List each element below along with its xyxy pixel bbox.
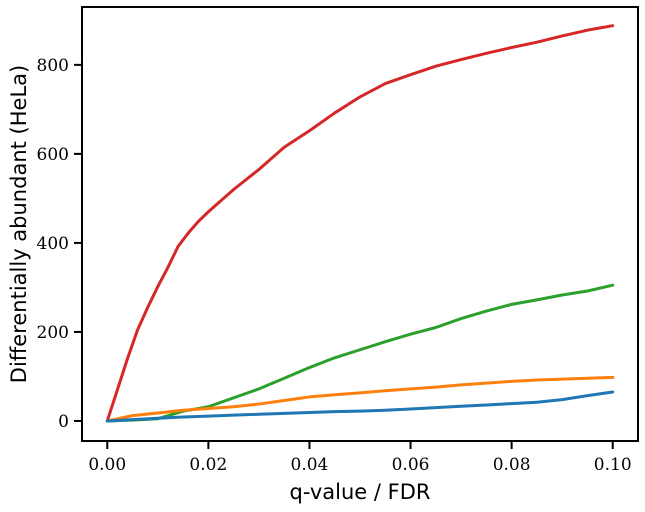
y-tick-label: 200 (37, 323, 69, 343)
y-axis: 0 200 400 600 800 (37, 56, 82, 432)
y-axis-label: Differentially abundant (HeLa) (7, 65, 31, 383)
x-tick-label: 0.04 (291, 455, 329, 475)
series-line-0 (105, 24, 615, 423)
x-axis-label: q-value / FDR (290, 480, 431, 504)
plot-frame (81, 6, 639, 442)
y-tick-label: 400 (37, 234, 69, 254)
series-line-2 (105, 375, 615, 423)
series-line-3 (105, 390, 615, 423)
x-tick-label: 0.10 (594, 455, 632, 475)
y-tick-label: 0 (58, 412, 69, 432)
x-tick-label: 0.00 (88, 455, 126, 475)
x-tick-label: 0.02 (189, 455, 227, 475)
y-tick-label: 600 (37, 145, 69, 165)
x-axis: 0.00 0.02 0.04 0.06 0.08 0.10 (88, 441, 632, 475)
x-tick-label: 0.06 (392, 455, 430, 475)
series-line-1 (105, 283, 615, 423)
series-layer (105, 24, 615, 423)
x-tick-label: 0.08 (493, 455, 531, 475)
y-tick-label: 800 (37, 56, 69, 76)
